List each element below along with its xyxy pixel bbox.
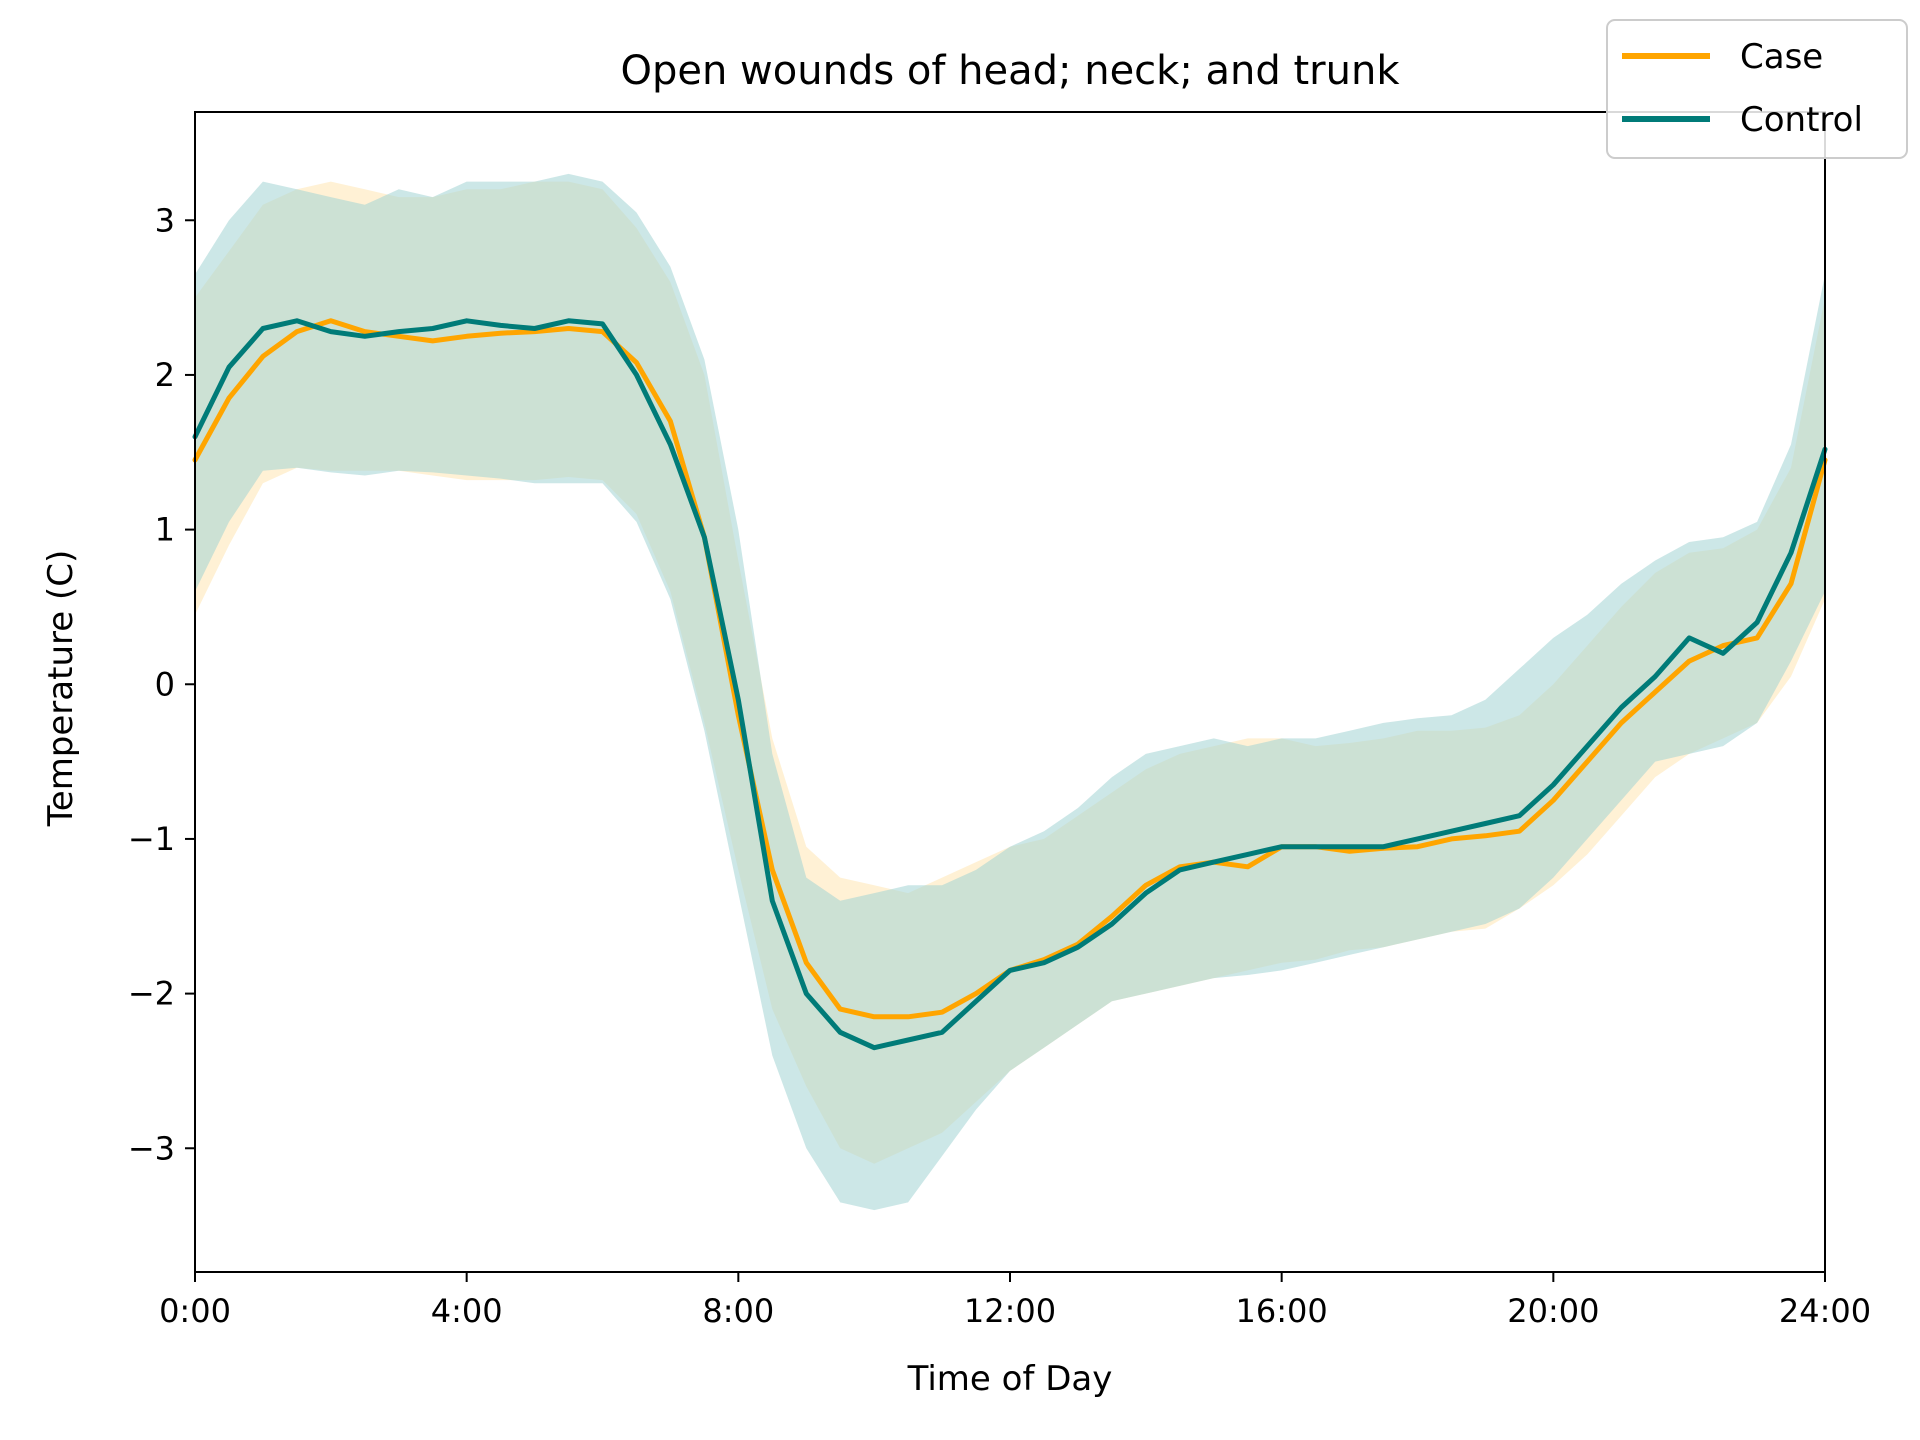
y-tick-label: −2: [128, 975, 175, 1013]
y-tick-label: 1: [155, 511, 175, 549]
x-axis-ticks: 0:00 4:00 8:00 12:00 16:00 20:00 24:00: [159, 1272, 1871, 1330]
y-tick-label: 3: [155, 201, 175, 239]
x-tick-label: 20:00: [1507, 1292, 1599, 1330]
chart-title: Open wounds of head; neck; and trunk: [621, 48, 1401, 94]
x-tick-label: 0:00: [159, 1292, 231, 1330]
x-tick-label: 24:00: [1779, 1292, 1871, 1330]
x-tick-label: 8:00: [702, 1292, 774, 1330]
legend: Case Control: [1606, 19, 1908, 159]
y-tick-label: −3: [128, 1129, 175, 1167]
series-line-control: [192, 318, 1828, 1051]
y-tick-label: 0: [155, 665, 175, 703]
x-tick-label: 12:00: [964, 1292, 1056, 1330]
x-axis-label: Time of Day: [907, 1359, 1113, 1399]
legend-label-case: Case: [1740, 37, 1823, 77]
band-control: [195, 173, 1825, 1211]
x-tick-label: 4:00: [431, 1292, 503, 1330]
series-lines: [192, 318, 1828, 1051]
y-tick-label: 2: [155, 356, 175, 394]
y-axis-ticks: 3 2 1 0 −1 −2 −3: [128, 201, 195, 1167]
y-axis-label: Temperature (C): [41, 550, 81, 827]
confidence-bands: [195, 173, 1825, 1211]
x-tick-label: 16:00: [1236, 1292, 1328, 1330]
y-tick-label: −1: [128, 820, 175, 858]
legend-label-control: Control: [1740, 100, 1863, 140]
